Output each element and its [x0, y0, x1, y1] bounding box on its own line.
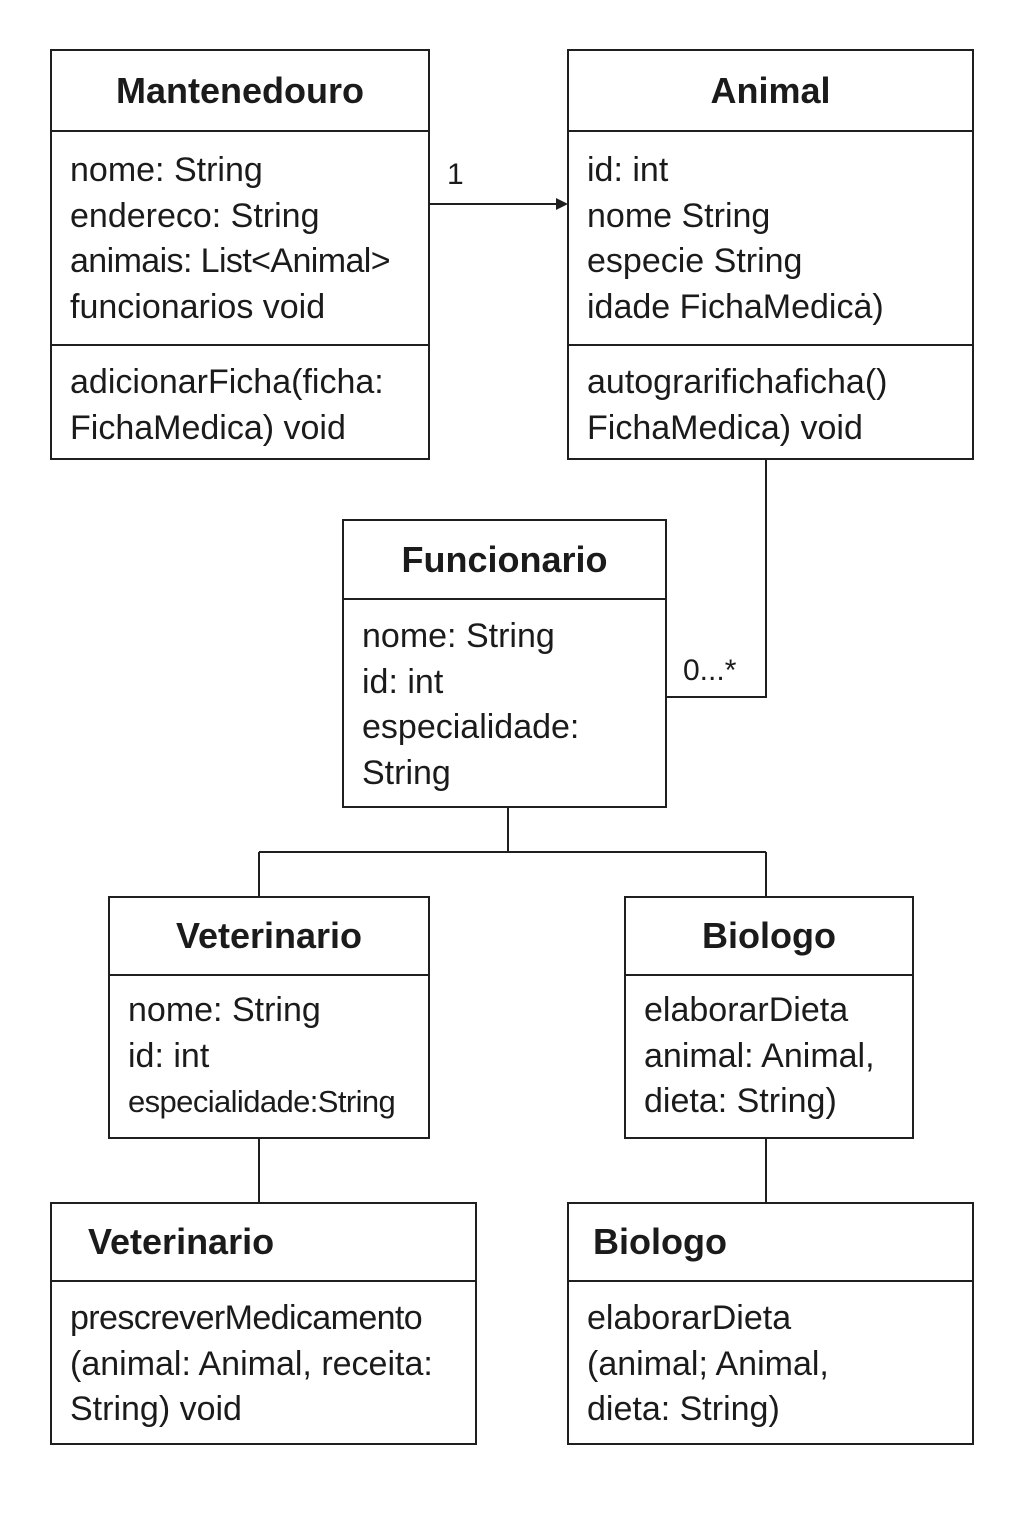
attribute: especialidade:String: [128, 1084, 396, 1119]
attribute: endereco: String: [70, 196, 320, 235]
attribute: String: [362, 753, 451, 792]
methods-compartment: adicionarFicha(ficha: FichaMedica) void: [52, 344, 428, 458]
class-veterinario: Veterinario nome: String id: int especia…: [108, 896, 430, 1139]
method: dieta: String): [587, 1390, 780, 1428]
attributes-compartment: nome: String endereco: String animais: L…: [52, 132, 428, 344]
class-biologo: Biologo elaborarDieta animal: Animal, di…: [624, 896, 914, 1139]
attribute: nome: String: [362, 617, 555, 655]
method: (animal: Animal, receita:: [70, 1344, 433, 1383]
class-veterinario-detail: Veterinario prescreverMedicamento (anima…: [50, 1202, 477, 1445]
attribute: nome: String: [128, 991, 321, 1029]
class-title: Mantenedouro: [52, 51, 428, 132]
methods-compartment: elaborarDieta (animal; Animal, dieta: St…: [569, 1282, 972, 1443]
attribute: animal: Animal,: [644, 1036, 875, 1075]
attribute: especie String: [587, 242, 803, 280]
class-title: Biologo: [569, 1204, 972, 1282]
methods-compartment: prescreverMedicamento (animal: Animal, r…: [52, 1282, 475, 1443]
attribute: nome String: [587, 196, 771, 235]
method: (animal; Animal,: [587, 1344, 829, 1383]
attributes-compartment: nome: String id: int especialidade: Stri…: [344, 600, 665, 806]
attributes-compartment: nome: String id: int especialidade:Strin…: [110, 976, 428, 1137]
class-title: Biologo: [626, 898, 912, 976]
attributes-compartment: elaborarDieta animal: Animal, dieta: Str…: [626, 976, 912, 1137]
class-title: Veterinario: [52, 1204, 475, 1282]
multiplicity-zero-to-many: 0...*: [683, 654, 737, 687]
attribute: animais: List<Animal>: [70, 242, 391, 280]
multiplicity-one: 1: [447, 158, 464, 191]
method: adicionarFicha(ficha:: [70, 363, 384, 401]
attribute: dieta: String): [644, 1082, 837, 1120]
methods-compartment: autograrifichaficha() FichaMedica) void: [569, 344, 972, 458]
attribute: elaborarDieta: [644, 991, 849, 1029]
method: String) void: [70, 1390, 242, 1428]
attribute: funcionarios void: [70, 287, 326, 326]
attribute: id: int: [362, 662, 444, 701]
attribute: especialidade:: [362, 708, 580, 746]
method: autograrifichaficha(): [587, 363, 888, 401]
method: FichaMedica) void: [70, 408, 346, 447]
class-title: Funcionario: [344, 521, 665, 600]
class-funcionario: Funcionario nome: String id: int especia…: [342, 519, 667, 808]
class-biologo-detail: Biologo elaborarDieta (animal; Animal, d…: [567, 1202, 974, 1445]
attributes-compartment: id: int nome String especie String idade…: [569, 132, 972, 344]
class-animal: Animal id: int nome String especie Strin…: [567, 49, 974, 460]
class-title: Animal: [569, 51, 972, 132]
class-title: Veterinario: [110, 898, 428, 976]
class-mantenedouro: Mantenedouro nome: String endereco: Stri…: [50, 49, 430, 460]
attribute: idade FichaMedicȧ): [587, 287, 884, 326]
method: elaborarDieta: [587, 1299, 792, 1337]
method: prescreverMedicamento: [70, 1299, 423, 1337]
method: FichaMedica) void: [587, 408, 863, 447]
attribute: nome: String: [70, 151, 263, 189]
attribute: id: int: [587, 151, 669, 189]
attribute: id: int: [128, 1036, 210, 1075]
